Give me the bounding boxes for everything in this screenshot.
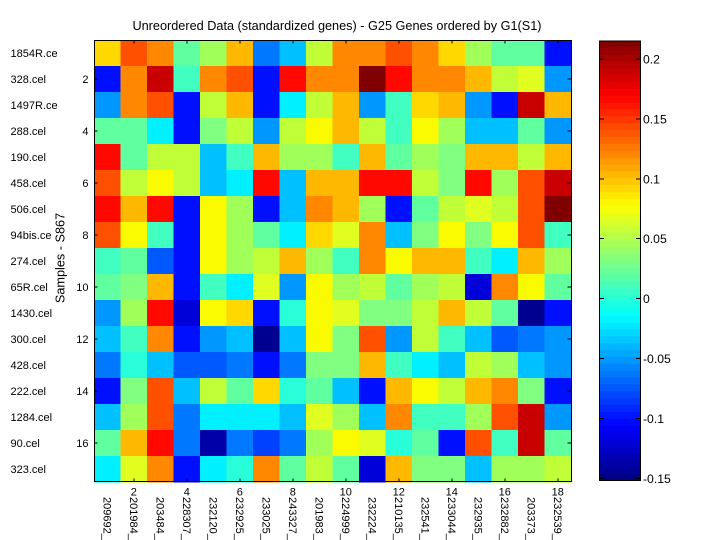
- svg-text:323.cel: 323.cel: [11, 464, 46, 476]
- svg-text:12: 12: [393, 487, 405, 499]
- svg-text:506.cel: 506.cel: [11, 204, 46, 216]
- svg-text:232120_: 232120_: [206, 497, 218, 540]
- svg-text:-0.15: -0.15: [643, 472, 671, 486]
- svg-text:18: 18: [552, 487, 564, 499]
- svg-text:12: 12: [76, 334, 88, 346]
- svg-text:-0.05: -0.05: [643, 352, 671, 366]
- svg-text:232224_: 232224_: [365, 497, 377, 540]
- svg-text:0.2: 0.2: [643, 53, 660, 67]
- svg-text:232541_: 232541_: [418, 497, 430, 540]
- svg-text:6: 6: [237, 487, 243, 499]
- svg-text:16: 16: [76, 438, 88, 450]
- svg-text:Samples - S867: Samples - S867: [54, 213, 68, 303]
- svg-text:328.cel: 328.cel: [11, 74, 46, 86]
- svg-text:232882_: 232882_: [498, 497, 510, 540]
- svg-text:209692_: 209692_: [100, 497, 112, 540]
- svg-text:0.15: 0.15: [643, 112, 667, 126]
- svg-text:90.cel: 90.cel: [11, 438, 40, 450]
- svg-text:10: 10: [76, 282, 88, 294]
- svg-text:0: 0: [643, 292, 650, 306]
- svg-text:14: 14: [446, 487, 458, 499]
- svg-text:4: 4: [82, 126, 88, 138]
- svg-text:2: 2: [131, 487, 137, 499]
- svg-text:224999_: 224999_: [339, 497, 351, 540]
- svg-text:14: 14: [76, 386, 88, 398]
- svg-text:0.1: 0.1: [643, 172, 660, 186]
- svg-text:6: 6: [82, 178, 88, 190]
- svg-text:190.cel: 190.cel: [11, 152, 46, 164]
- svg-text:203484_: 203484_: [153, 497, 165, 540]
- svg-text:8: 8: [82, 230, 88, 242]
- svg-text:4: 4: [184, 487, 190, 499]
- svg-text:233025_: 233025_: [259, 497, 271, 540]
- svg-text:1284.cel: 1284.cel: [11, 412, 53, 424]
- svg-text:243327_: 243327_: [286, 497, 298, 540]
- svg-text:232925_: 232925_: [233, 497, 245, 540]
- svg-text:222.cel: 222.cel: [11, 386, 46, 398]
- svg-text:201983_: 201983_: [312, 497, 324, 540]
- svg-text:Unreordered Data (standardized: Unreordered Data (standardized genes) - …: [132, 19, 541, 33]
- svg-text:1430.cel: 1430.cel: [11, 308, 53, 320]
- svg-text:210135_: 210135_: [392, 497, 404, 540]
- svg-text:288.cel: 288.cel: [11, 126, 46, 138]
- svg-text:232935_: 232935_: [471, 497, 483, 540]
- svg-text:1854R.ce: 1854R.ce: [11, 48, 58, 60]
- svg-text:0.05: 0.05: [643, 232, 667, 246]
- svg-text:8: 8: [290, 487, 296, 499]
- svg-text:233044_: 233044_: [445, 497, 457, 540]
- svg-text:65R.cel: 65R.cel: [11, 282, 48, 294]
- svg-text:94bis.ce: 94bis.ce: [11, 230, 52, 242]
- svg-text:16: 16: [499, 487, 511, 499]
- svg-text:-0.1: -0.1: [643, 412, 664, 426]
- svg-text:203373_: 203373_: [524, 497, 536, 540]
- svg-text:300.cel: 300.cel: [11, 334, 46, 346]
- svg-text:10: 10: [340, 487, 352, 499]
- svg-text:232539_: 232539_: [551, 497, 563, 540]
- svg-text:1497R.ce: 1497R.ce: [11, 100, 58, 112]
- svg-text:228307_: 228307_: [180, 497, 192, 540]
- svg-text:274.cel: 274.cel: [11, 256, 46, 268]
- svg-text:458.cel: 458.cel: [11, 178, 46, 190]
- svg-text:428.cel: 428.cel: [11, 360, 46, 372]
- svg-text:2: 2: [82, 74, 88, 86]
- svg-text:201984_: 201984_: [127, 497, 139, 540]
